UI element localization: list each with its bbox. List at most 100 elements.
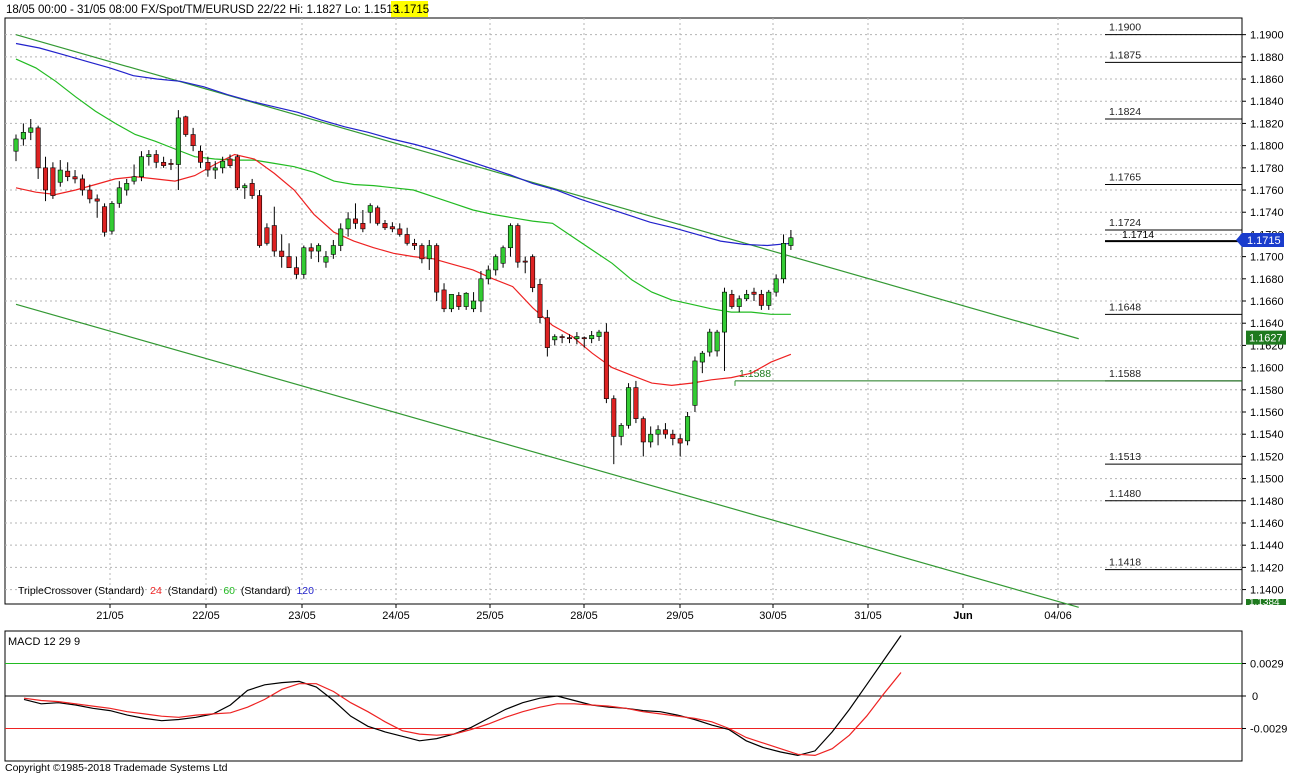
candle-body-up	[485, 269, 491, 280]
candle-body-down	[153, 154, 159, 163]
candle-body-down	[581, 337, 587, 340]
candle	[28, 118, 34, 141]
candle-body-down	[264, 227, 270, 244]
candle-body-up	[242, 185, 248, 189]
candle	[124, 178, 130, 196]
candle	[699, 350, 705, 374]
candle	[102, 203, 108, 237]
candle	[426, 239, 432, 270]
candle-body-up	[448, 294, 454, 310]
candle-body-up	[626, 387, 632, 426]
legend-period-60: 60	[223, 585, 235, 597]
candle-body-down	[257, 195, 263, 246]
candle-body-down	[522, 260, 528, 263]
price-axis: 1.1400 1.1420 1.1440 1.1460 1.1480 1.1500 1.15…	[1242, 30, 1284, 597]
level-label: 1.1824	[1109, 106, 1141, 118]
ma120-line	[15, 42, 791, 247]
trendline	[15, 303, 1079, 608]
candle	[87, 184, 93, 204]
candle-body-up	[552, 336, 558, 341]
candle-body-down	[227, 158, 233, 166]
candle-body-down	[537, 284, 543, 318]
candle	[345, 212, 351, 237]
candle-body-down	[360, 223, 366, 230]
candle	[544, 309, 550, 357]
candle-body-up	[721, 291, 727, 333]
candle-body-down	[456, 295, 462, 307]
level-label: 1.1765	[1109, 171, 1141, 183]
candle	[626, 383, 632, 429]
macd-tick-label: -0.0029	[1250, 724, 1287, 736]
candle-body-up	[175, 117, 181, 165]
candle-body-down	[43, 167, 49, 191]
y-tick-label: 1.1500	[1250, 474, 1284, 486]
candle-body-up	[330, 245, 336, 255]
candle	[522, 256, 528, 274]
candle	[552, 334, 558, 346]
candle-body-down	[544, 317, 550, 348]
candle-body-up	[28, 127, 34, 133]
level-label: 1.1648	[1109, 301, 1141, 313]
candle	[271, 206, 277, 257]
candle	[788, 229, 794, 250]
y-tick-label: 1.1660	[1250, 296, 1284, 308]
candle-body-up	[471, 300, 477, 310]
header-last-price: 1.1715	[394, 4, 429, 16]
candle	[286, 243, 292, 269]
candle	[596, 329, 602, 341]
candle	[478, 271, 484, 313]
y-tick-label: 1.1600	[1250, 363, 1284, 375]
candle-body-up	[13, 138, 19, 152]
macd-panel: MACD 12 29 9 0.0029 0 -0.0029	[4, 630, 1287, 762]
candle	[375, 205, 381, 226]
candle-body-down	[559, 336, 565, 338]
candle	[633, 380, 639, 424]
candle-body-down	[419, 245, 425, 260]
candle-body-down	[161, 161, 167, 166]
trendline	[15, 34, 1079, 340]
candle-body-down	[434, 245, 440, 293]
candle-body-down	[183, 116, 189, 135]
x-tick-label: 28/05	[570, 610, 598, 622]
y-tick-label: 1.1820	[1250, 118, 1284, 130]
legend-name: TripleCrossover (Standard)	[18, 585, 144, 597]
candle-body-down	[640, 418, 646, 443]
candle-body-up	[714, 331, 720, 352]
candle	[781, 234, 787, 284]
level-label: 1.1588	[1109, 368, 1141, 380]
candle	[227, 154, 233, 168]
candle-body-up	[138, 156, 144, 178]
candle	[662, 423, 668, 439]
candle-body-up	[478, 278, 484, 302]
candle-body-down	[729, 294, 735, 307]
price-grid-horizontal	[5, 34, 1242, 591]
y-tick-label: 1.1780	[1250, 163, 1284, 175]
candle-body-down	[633, 387, 639, 419]
candle	[212, 161, 218, 179]
y-tick-label: 1.1740	[1250, 207, 1284, 219]
y-tick-label: 1.1840	[1250, 96, 1284, 108]
candle-body-down	[566, 337, 572, 340]
macd-line	[23, 635, 902, 757]
last-price-highlight	[391, 1, 428, 17]
y-tick-label: 1.1560	[1250, 407, 1284, 419]
candle	[692, 356, 698, 412]
macd-tick-label: 0.0029	[1250, 659, 1284, 671]
candle-body-up	[692, 360, 698, 406]
candle-body-up	[574, 336, 580, 340]
candle-body-down	[65, 170, 71, 178]
candle	[13, 134, 19, 162]
candle	[640, 416, 646, 457]
y-tick-label: 1.1900	[1250, 30, 1284, 42]
candle	[655, 425, 661, 446]
candle-body-up	[124, 183, 130, 191]
candle-body-down	[758, 294, 764, 306]
y-tick-label: 1.1860	[1250, 74, 1284, 86]
x-tick-label: 04/06	[1044, 610, 1072, 622]
candle	[434, 243, 440, 302]
candle	[736, 295, 742, 313]
candles	[13, 110, 794, 465]
candle	[485, 265, 491, 285]
candle-body-up	[736, 298, 742, 307]
